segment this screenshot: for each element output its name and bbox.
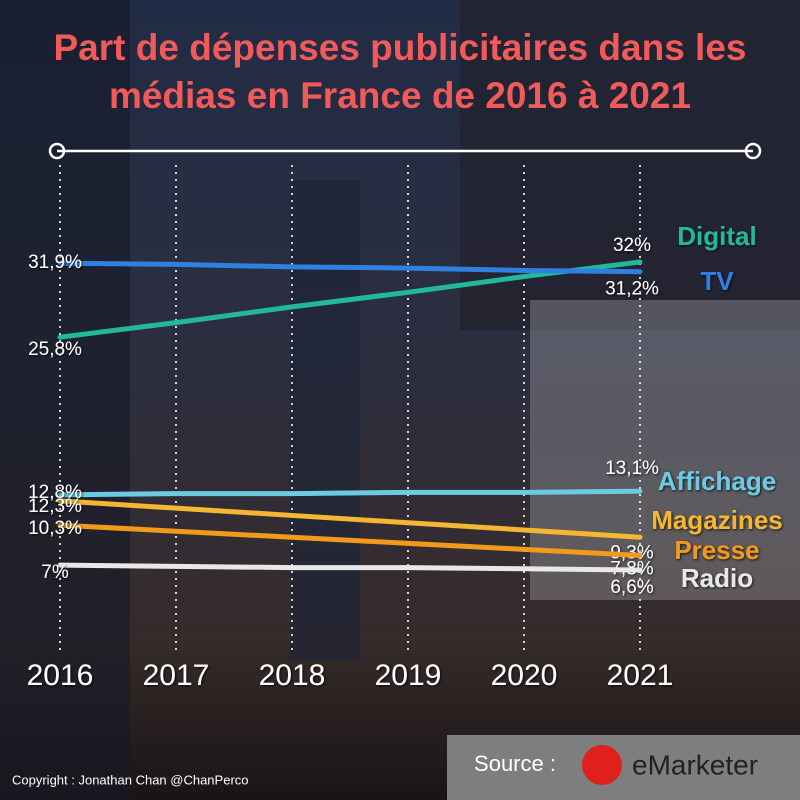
timeline-dot [744,142,762,160]
source-name: eMarketer [632,749,758,780]
value-label: 10,3% [28,518,82,539]
value-label: 31,9% [28,252,82,273]
legend-label: Presse [674,535,759,565]
timeline-dot [48,142,66,160]
x-tick-label: 2019 [375,659,442,692]
building [0,0,130,800]
x-tick-label: 2021 [607,659,674,692]
series-line [57,260,643,275]
legend-label: TV [700,266,734,296]
series-line [57,488,643,498]
value-label: 31,2% [605,279,659,300]
legend-label: Affichage [658,466,776,496]
series-line [57,522,643,558]
source-box [447,735,800,800]
building [460,0,800,330]
series-line [57,562,643,573]
legend-label: Digital [677,221,756,251]
x-tick-label: 2017 [143,659,210,692]
legend-label: Magazines [651,505,783,535]
value-label: 13,1% [605,458,659,479]
series-line [57,259,643,340]
value-label: 12,3% [28,496,82,517]
value-label: 12,8% [28,482,82,503]
value-label: 25,8% [28,339,82,360]
x-tick-label: 2018 [259,659,326,692]
building [290,180,360,660]
value-label: 32% [613,235,651,256]
chart-title: Part de dépenses publicitaires dans les … [53,27,747,116]
series-line [57,498,643,540]
value-label: 7% [41,562,69,583]
x-tick-label: 2020 [491,659,558,692]
x-tick-label: 2016 [27,659,94,692]
value-label: 6,6% [610,577,653,598]
legend-label: Radio [681,563,753,593]
source-logo [582,745,622,785]
source-label: Source : [474,751,556,776]
copyright: Copyright : Jonathan Chan @ChanPerco [12,772,249,787]
